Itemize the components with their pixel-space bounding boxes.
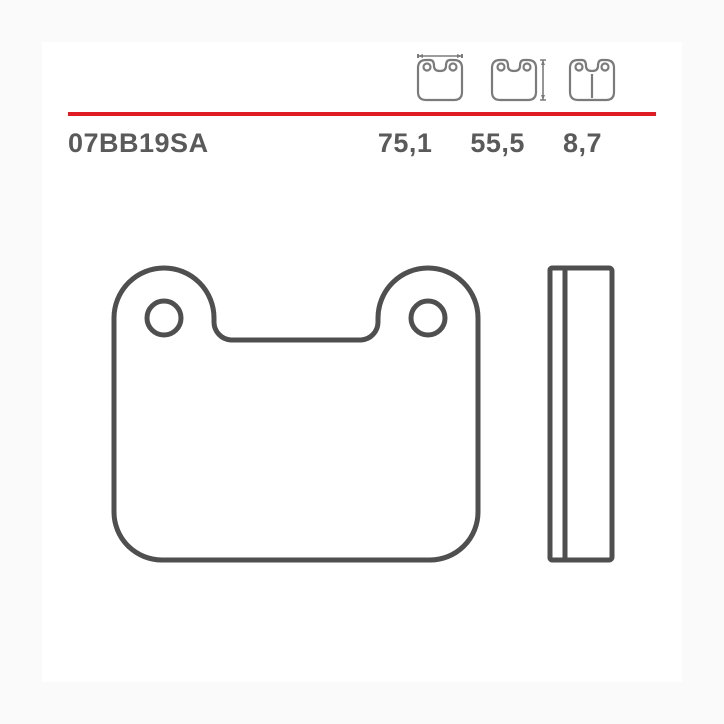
pad-side-view — [550, 268, 612, 560]
height-dimension-icon — [484, 54, 548, 104]
accent-divider — [68, 112, 656, 116]
width-dimension-icon — [410, 54, 470, 104]
thickness-dimension-icon — [562, 54, 622, 104]
dim-width: 75,1 — [378, 128, 433, 159]
technical-drawing — [42, 212, 682, 682]
dim-thickness: 8,7 — [563, 128, 602, 159]
pad-face-view — [114, 268, 478, 560]
diagram-canvas: 07BB19SA 75,1 55,5 8,7 — [42, 42, 682, 682]
part-code: 07BB19SA — [68, 128, 209, 159]
dimension-icon-row — [410, 54, 622, 104]
dim-height: 55,5 — [470, 128, 525, 159]
spec-row: 07BB19SA 75,1 55,5 8,7 — [68, 128, 656, 159]
dimensions-group: 75,1 55,5 8,7 — [378, 128, 656, 159]
